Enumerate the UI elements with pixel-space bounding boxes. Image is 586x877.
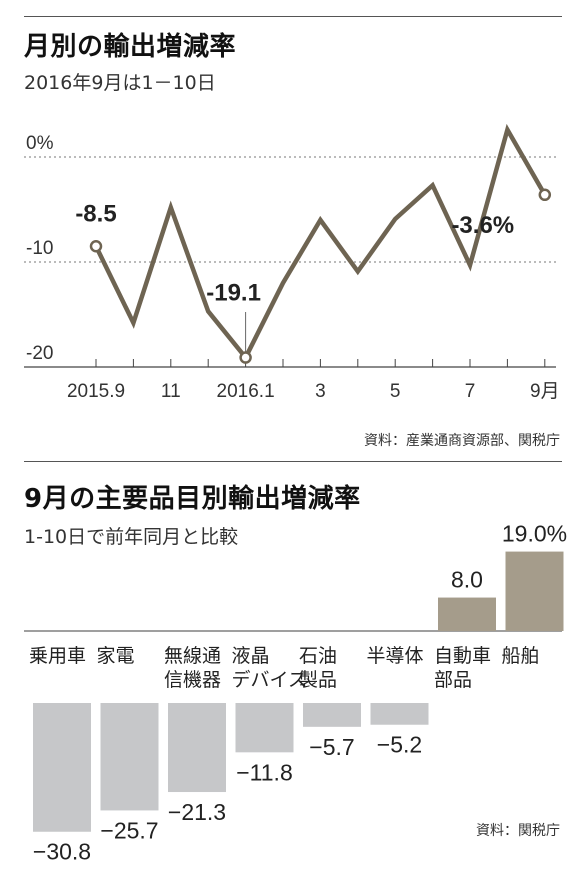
middle-rule bbox=[24, 461, 562, 462]
bar bbox=[370, 703, 429, 725]
top-rule bbox=[24, 16, 562, 17]
category-label: 液晶 bbox=[232, 645, 270, 667]
line-chart-subtitle: 2016年9月は1－10日 bbox=[24, 72, 216, 94]
y-tick-label: -20 bbox=[26, 343, 53, 364]
bar-chart-subtitle: 1-10日で前年同月と比較 bbox=[24, 526, 239, 548]
bar bbox=[100, 703, 159, 811]
category-label: 家電 bbox=[97, 645, 135, 667]
category-label: デバイス bbox=[232, 669, 307, 691]
data-point-marker bbox=[89, 240, 103, 253]
bar-value-label: −21.3 bbox=[168, 799, 226, 825]
category-label: 信機器 bbox=[164, 669, 221, 691]
data-label: -8.5 bbox=[75, 200, 116, 227]
y-tick-label: -10 bbox=[26, 238, 53, 259]
bar bbox=[438, 597, 496, 631]
bar-value-label: −30.8 bbox=[33, 839, 91, 865]
bar-value-label: −5.2 bbox=[377, 732, 422, 758]
x-tick-label: 5 bbox=[390, 381, 401, 402]
export-growth-line bbox=[93, 123, 547, 362]
category-label: 石油 bbox=[299, 645, 337, 667]
data-label: -3.6% bbox=[451, 212, 514, 239]
bar-value-label: 19.0% bbox=[502, 521, 567, 547]
x-tick-label: 9月 bbox=[530, 381, 560, 402]
bar-chart-source: 資料：関税庁 bbox=[476, 823, 560, 839]
category-label: 乗用車 bbox=[29, 645, 86, 667]
bar-chart-title: 9月の主要品目別輸出増減率 bbox=[24, 484, 361, 514]
bar bbox=[235, 703, 294, 753]
category-label: 船舶 bbox=[502, 645, 540, 667]
data-point-marker bbox=[239, 351, 252, 364]
line-chart: 0% -10 -20 2015.9 11 2016.1 3 5 7 9月 -8.5 -19.1 -3.6… bbox=[24, 123, 560, 402]
bar-value-label: −5.7 bbox=[309, 734, 354, 760]
data-label: -19.1 bbox=[206, 280, 261, 307]
x-tick-label: 2015.9 bbox=[67, 381, 125, 402]
x-tick-label: 2016.1 bbox=[217, 381, 275, 402]
y-tick-label: 0% bbox=[26, 133, 54, 154]
bar-value-label: −11.8 bbox=[236, 759, 293, 785]
line-chart-source: 資料：産業通商資源部、関税庁 bbox=[364, 433, 560, 449]
category-label: 部品 bbox=[434, 669, 472, 691]
category-label: 半導体 bbox=[367, 645, 424, 667]
category-label: 無線通 bbox=[164, 645, 221, 667]
category-label: 製品 bbox=[299, 669, 337, 691]
x-tick-label: 7 bbox=[465, 381, 476, 402]
bar bbox=[33, 703, 91, 832]
bar-value-label: 8.0 bbox=[451, 567, 483, 593]
bar bbox=[505, 551, 564, 631]
category-label: 自動車 bbox=[434, 645, 491, 667]
bar bbox=[303, 703, 361, 727]
line-chart-title: 月別の輸出増減率 bbox=[24, 32, 237, 62]
x-tick-label: 3 bbox=[315, 381, 326, 402]
bar bbox=[168, 703, 226, 793]
x-tick-label: 11 bbox=[161, 381, 181, 402]
bar-value-label: −25.7 bbox=[100, 817, 158, 843]
data-point-marker bbox=[538, 188, 552, 202]
